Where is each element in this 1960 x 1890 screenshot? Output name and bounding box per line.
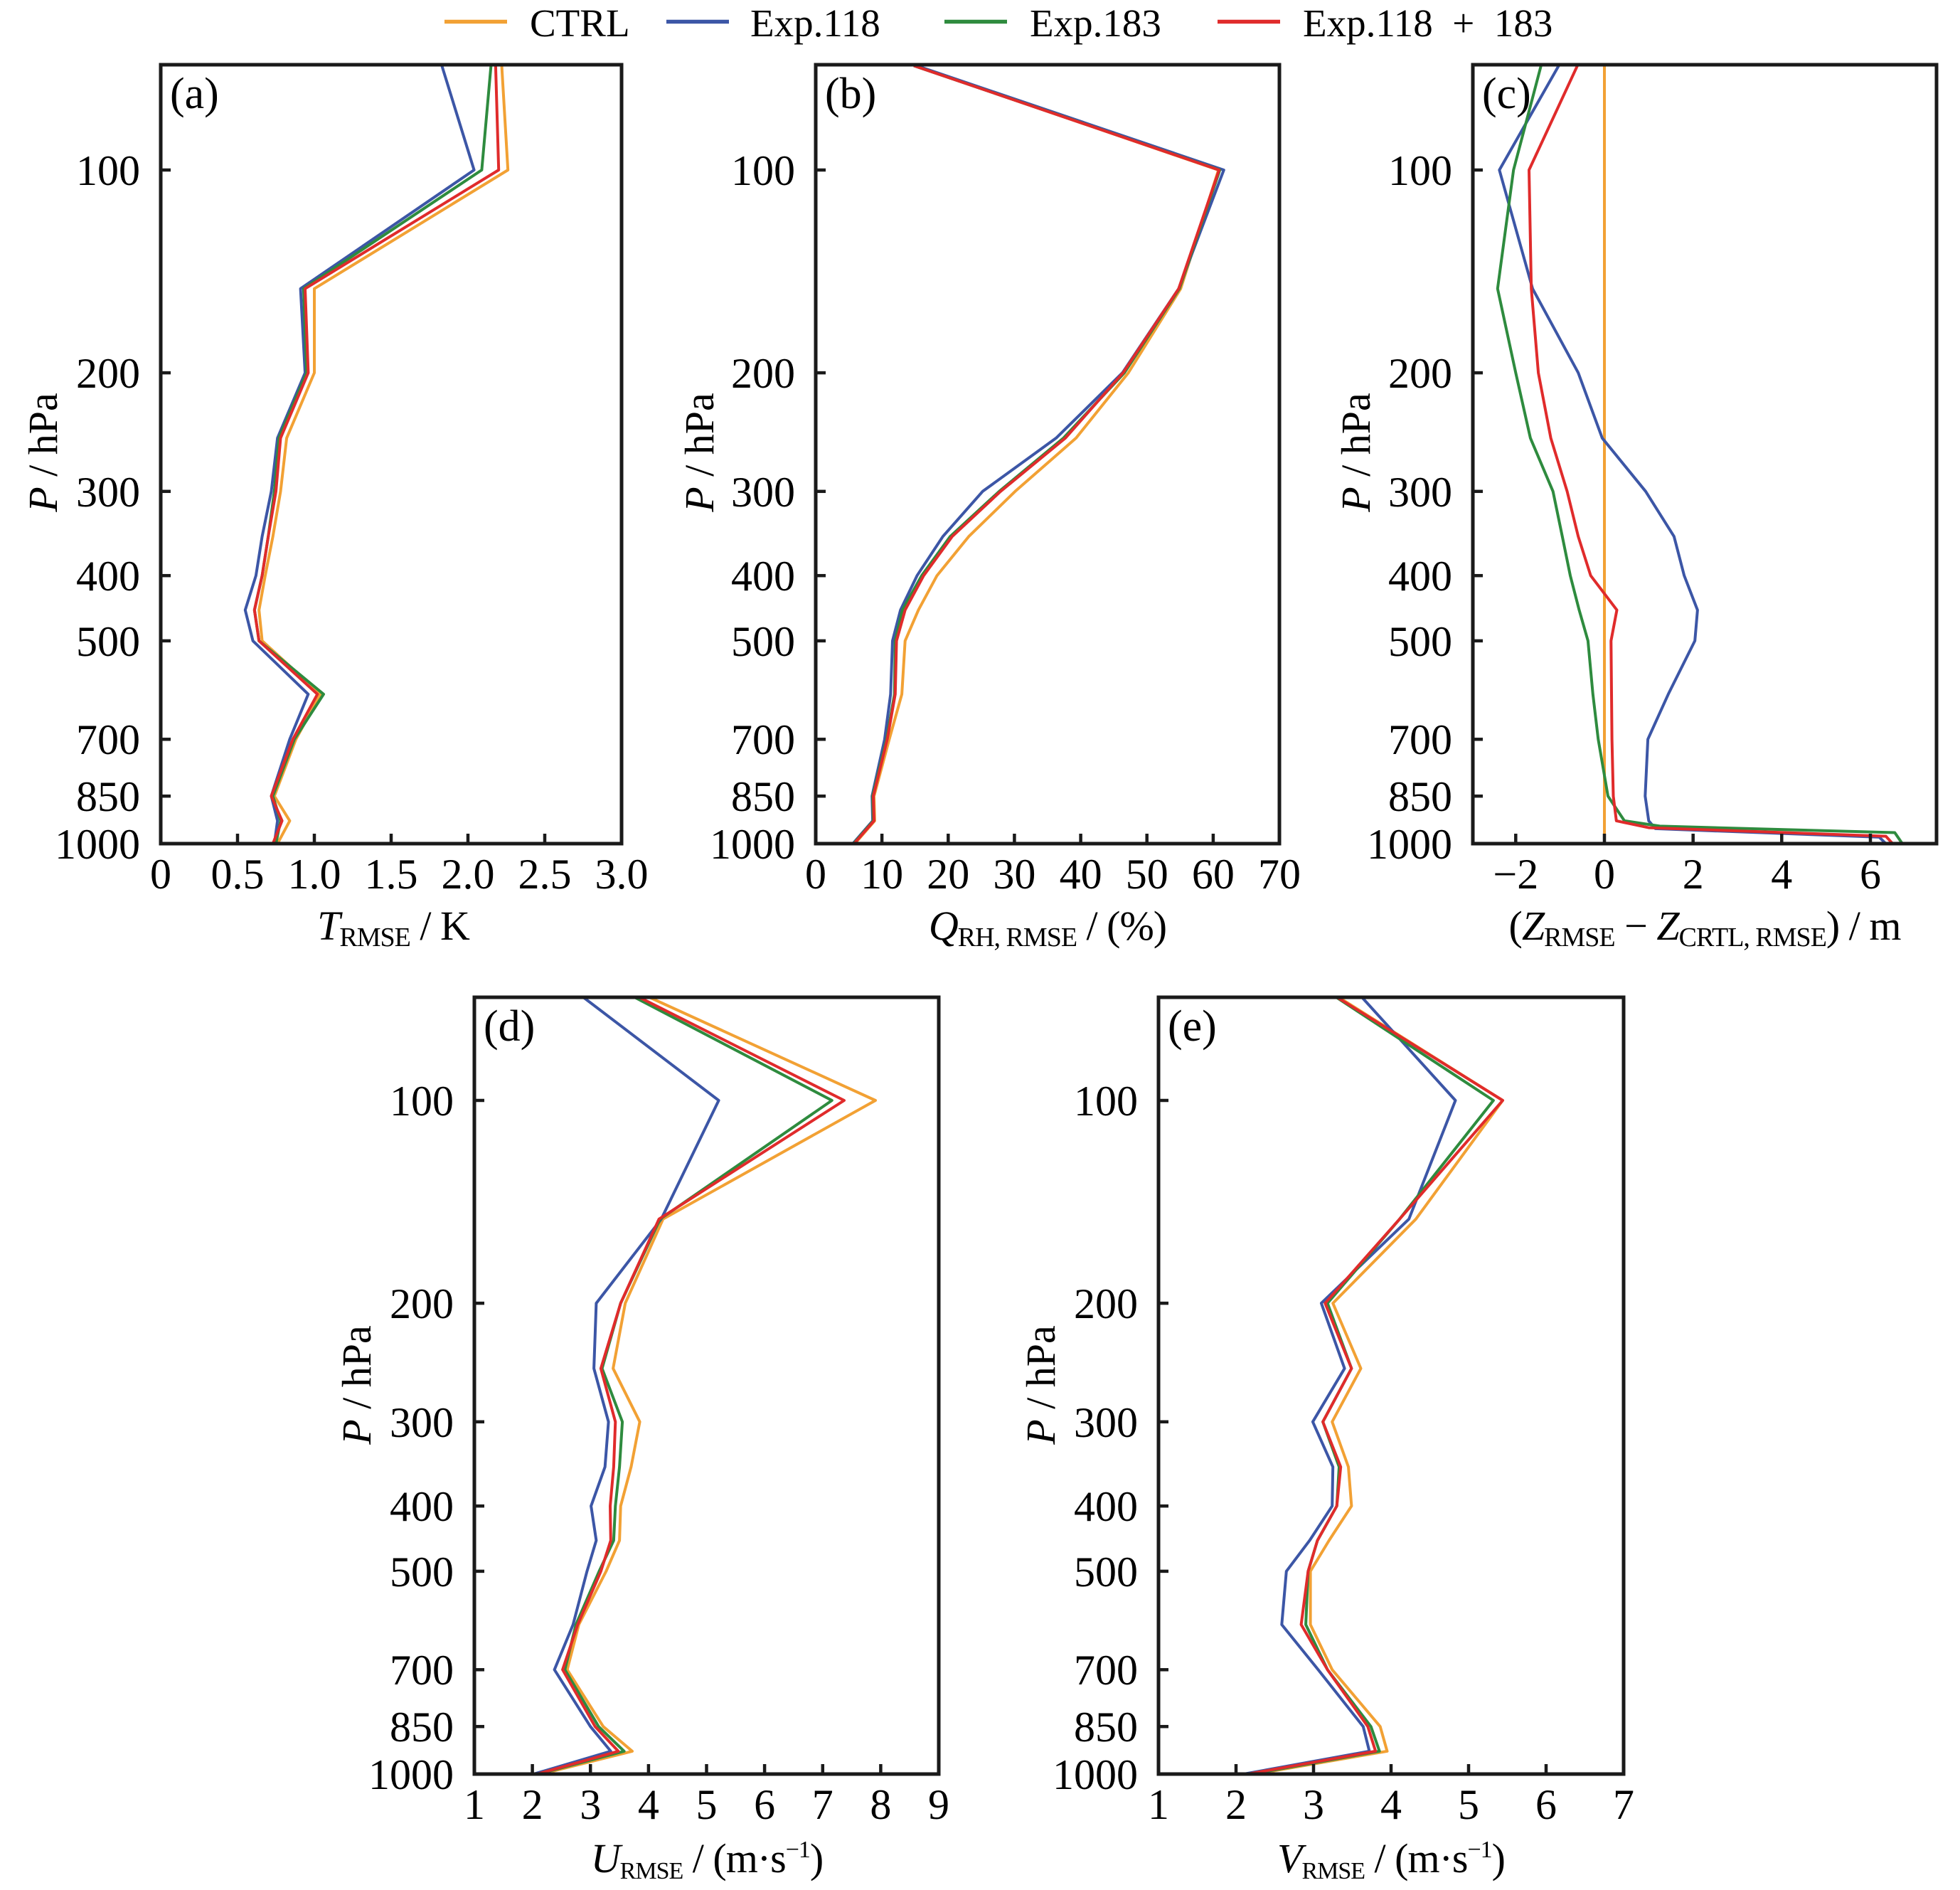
svg-text:3.0: 3.0 — [595, 851, 649, 898]
svg-text:URMSE / (m·s−1): URMSE / (m·s−1) — [591, 1835, 823, 1884]
svg-text:(d): (d) — [484, 1002, 535, 1051]
svg-text:50: 50 — [1126, 851, 1168, 898]
svg-text:2: 2 — [1683, 851, 1704, 898]
svg-text:500: 500 — [1074, 1549, 1138, 1596]
svg-text:100: 100 — [1388, 147, 1452, 194]
svg-text:7: 7 — [1613, 1781, 1634, 1828]
svg-text:100: 100 — [76, 147, 140, 194]
svg-text:0: 0 — [150, 851, 171, 898]
svg-text:−2: −2 — [1493, 851, 1538, 898]
svg-text:0.5: 0.5 — [211, 851, 265, 898]
svg-text:300: 300 — [76, 469, 140, 516]
svg-text:P / hPa: P / hPa — [1018, 1325, 1064, 1445]
svg-text:100: 100 — [731, 147, 795, 194]
svg-text:20: 20 — [927, 851, 969, 898]
svg-text:6: 6 — [754, 1781, 775, 1828]
svg-text:700: 700 — [731, 716, 795, 763]
svg-text:(b): (b) — [825, 70, 876, 118]
svg-text:(c): (c) — [1482, 70, 1531, 118]
svg-text:9: 9 — [928, 1781, 949, 1828]
svg-text:700: 700 — [390, 1647, 454, 1694]
svg-text:700: 700 — [1388, 716, 1452, 763]
svg-text:1000: 1000 — [710, 821, 795, 868]
svg-text:300: 300 — [1074, 1399, 1138, 1446]
svg-text:1: 1 — [1148, 1781, 1169, 1828]
svg-text:(a): (a) — [170, 70, 219, 118]
svg-text:7: 7 — [812, 1781, 833, 1828]
svg-text:Exp.183: Exp.183 — [1030, 1, 1161, 45]
svg-text:(e): (e) — [1168, 1002, 1217, 1051]
svg-text:500: 500 — [1388, 618, 1452, 665]
svg-text:2: 2 — [1225, 1781, 1247, 1828]
svg-text:500: 500 — [76, 618, 140, 665]
svg-text:70: 70 — [1258, 851, 1301, 898]
svg-text:200: 200 — [1388, 350, 1452, 397]
svg-text:2: 2 — [522, 1781, 543, 1828]
svg-text:4: 4 — [1380, 1781, 1402, 1828]
svg-text:P / hPa: P / hPa — [676, 393, 723, 513]
svg-text:4: 4 — [1771, 851, 1792, 898]
svg-text:850: 850 — [1388, 773, 1452, 820]
svg-text:30: 30 — [993, 851, 1035, 898]
svg-text:6: 6 — [1535, 1781, 1557, 1828]
svg-text:100: 100 — [390, 1078, 454, 1125]
svg-text:5: 5 — [1458, 1781, 1479, 1828]
svg-text:60: 60 — [1192, 851, 1235, 898]
svg-text:200: 200 — [731, 350, 795, 397]
svg-text:5: 5 — [696, 1781, 718, 1828]
svg-text:Exp.118: Exp.118 — [750, 1, 880, 45]
svg-text:100: 100 — [1074, 1078, 1138, 1125]
svg-text:P / hPa: P / hPa — [334, 1325, 380, 1445]
svg-text:400: 400 — [390, 1483, 454, 1530]
svg-text:400: 400 — [76, 553, 140, 600]
svg-text:3: 3 — [580, 1781, 601, 1828]
svg-text:1000: 1000 — [1053, 1751, 1138, 1798]
svg-text:1: 1 — [464, 1781, 485, 1828]
svg-text:0: 0 — [1594, 851, 1615, 898]
svg-text:300: 300 — [390, 1399, 454, 1446]
svg-text:40: 40 — [1060, 851, 1102, 898]
svg-text:500: 500 — [390, 1549, 454, 1596]
svg-text:10: 10 — [861, 851, 903, 898]
svg-text:TRMSE / K: TRMSE / K — [317, 903, 470, 952]
svg-text:4: 4 — [638, 1781, 659, 1828]
svg-text:850: 850 — [390, 1704, 454, 1751]
svg-text:300: 300 — [1388, 469, 1452, 516]
svg-text:2.5: 2.5 — [518, 851, 572, 898]
svg-text:200: 200 — [1074, 1280, 1138, 1327]
svg-text:P / hPa: P / hPa — [1333, 393, 1379, 513]
svg-text:850: 850 — [76, 773, 140, 820]
svg-text:VRMSE / (m·s−1): VRMSE / (m·s−1) — [1277, 1835, 1505, 1884]
svg-text:QRH, RMSE / (%): QRH, RMSE / (%) — [929, 903, 1166, 952]
svg-text:1000: 1000 — [368, 1751, 454, 1798]
svg-text:3: 3 — [1303, 1781, 1324, 1828]
svg-text:700: 700 — [1074, 1647, 1138, 1694]
svg-text:Exp.118 + 183: Exp.118 + 183 — [1303, 1, 1552, 45]
svg-text:200: 200 — [76, 350, 140, 397]
svg-text:500: 500 — [731, 618, 795, 665]
svg-text:2.0: 2.0 — [442, 851, 495, 898]
svg-text:700: 700 — [76, 716, 140, 763]
svg-text:1.5: 1.5 — [365, 851, 418, 898]
svg-text:8: 8 — [870, 1781, 891, 1828]
svg-text:400: 400 — [1388, 553, 1452, 600]
svg-text:1000: 1000 — [1367, 821, 1452, 868]
svg-text:1000: 1000 — [55, 821, 140, 868]
svg-text:300: 300 — [731, 469, 795, 516]
svg-text:850: 850 — [731, 773, 795, 820]
svg-text:1.0: 1.0 — [288, 851, 341, 898]
svg-text:0: 0 — [805, 851, 826, 898]
svg-text:400: 400 — [1074, 1483, 1138, 1530]
svg-text:CTRL: CTRL — [530, 1, 630, 45]
svg-text:200: 200 — [390, 1280, 454, 1327]
svg-text:6: 6 — [1860, 851, 1881, 898]
svg-text:850: 850 — [1074, 1704, 1138, 1751]
svg-text:P / hPa: P / hPa — [20, 393, 66, 513]
svg-text:400: 400 — [731, 553, 795, 600]
